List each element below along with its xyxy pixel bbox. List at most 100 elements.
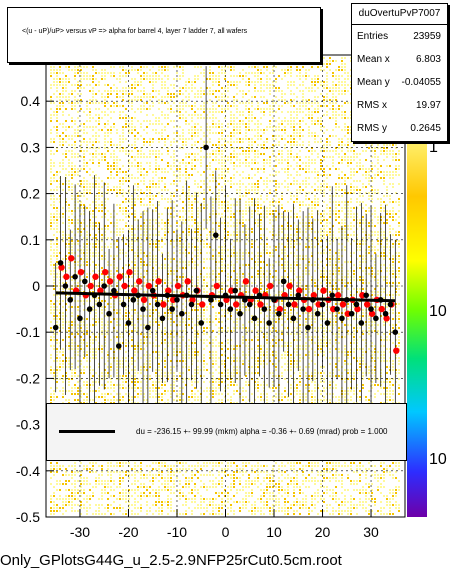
- density-cell: [215, 108, 217, 110]
- density-cell: [74, 165, 76, 167]
- density-cell: [128, 462, 130, 464]
- density-cell: [161, 483, 163, 485]
- density-cell: [86, 231, 88, 233]
- density-cell: [86, 108, 88, 110]
- density-cell: [131, 156, 133, 158]
- density-cell: [212, 372, 214, 374]
- density-cell: [122, 171, 124, 173]
- density-cell: [185, 327, 187, 329]
- density-cell: [140, 198, 142, 200]
- density-cell: [155, 228, 157, 230]
- density-cell: [164, 264, 166, 266]
- density-cell: [194, 165, 196, 167]
- density-cell: [173, 465, 175, 467]
- density-cell: [173, 66, 175, 68]
- density-cell: [74, 369, 76, 371]
- density-cell: [83, 258, 85, 260]
- density-cell: [50, 327, 52, 329]
- density-cell: [95, 207, 97, 209]
- density-cell: [158, 66, 160, 68]
- density-cell: [65, 150, 67, 152]
- density-cell: [71, 171, 73, 173]
- density-cell: [98, 165, 100, 167]
- density-cell: [92, 255, 94, 257]
- density-cell: [98, 153, 100, 155]
- density-cell: [134, 477, 136, 479]
- density-cell: [215, 513, 217, 515]
- density-cell: [146, 162, 148, 164]
- density-cell: [110, 132, 112, 134]
- density-cell: [158, 324, 160, 326]
- density-cell: [146, 336, 148, 338]
- density-cell: [191, 474, 193, 476]
- density-cell: [188, 132, 190, 134]
- density-cell: [110, 480, 112, 482]
- density-cell: [224, 156, 226, 158]
- density-cell: [68, 219, 70, 221]
- density-cell: [203, 90, 205, 92]
- density-cell: [206, 333, 208, 335]
- density-cell: [134, 216, 136, 218]
- density-cell: [62, 324, 64, 326]
- density-cell: [77, 192, 79, 194]
- density-cell: [80, 342, 82, 344]
- density-cell: [125, 180, 127, 182]
- density-cell: [170, 384, 172, 386]
- density-cell: [104, 372, 106, 374]
- density-cell: [125, 381, 127, 383]
- density-cell: [107, 462, 109, 464]
- density-cell: [128, 180, 130, 182]
- density-cell: [140, 390, 142, 392]
- density-cell: [104, 342, 106, 344]
- density-cell: [158, 153, 160, 155]
- density-cell: [158, 312, 160, 314]
- density-cell: [113, 177, 115, 179]
- density-cell: [131, 201, 133, 203]
- density-cell: [77, 135, 79, 137]
- density-cell: [170, 207, 172, 209]
- density-cell: [92, 288, 94, 290]
- density-cell: [53, 393, 55, 395]
- density-cell: [164, 69, 166, 71]
- density-cell: [89, 498, 91, 500]
- density-cell: [80, 474, 82, 476]
- density-cell: [203, 156, 205, 158]
- density-cell: [188, 396, 190, 398]
- density-cell: [116, 312, 118, 314]
- density-cell: [155, 72, 157, 74]
- density-cell: [146, 225, 148, 227]
- density-cell: [215, 102, 217, 104]
- density-cell: [125, 513, 127, 515]
- density-cell: [50, 99, 52, 101]
- density-cell: [215, 351, 217, 353]
- density-cell: [212, 204, 214, 206]
- density-cell: [224, 129, 226, 131]
- density-cell: [62, 360, 64, 362]
- density-cell: [125, 339, 127, 341]
- density-cell: [50, 366, 52, 368]
- density-cell: [128, 186, 130, 188]
- density-cell: [80, 141, 82, 143]
- density-cell: [173, 279, 175, 281]
- density-cell: [95, 339, 97, 341]
- density-cell: [128, 69, 130, 71]
- density-cell: [62, 348, 64, 350]
- density-cell: [161, 159, 163, 161]
- density-cell: [113, 495, 115, 497]
- density-cell: [200, 66, 202, 68]
- density-cell: [212, 171, 214, 173]
- density-cell: [119, 249, 121, 251]
- density-cell: [218, 255, 220, 257]
- density-cell: [101, 153, 103, 155]
- density-cell: [104, 99, 106, 101]
- density-cell: [164, 117, 166, 119]
- density-cell: [98, 117, 100, 119]
- density-cell: [89, 78, 91, 80]
- density-cell: [83, 372, 85, 374]
- density-cell: [119, 486, 121, 488]
- density-cell: [161, 300, 163, 302]
- density-cell: [185, 330, 187, 332]
- density-cell: [173, 375, 175, 377]
- density-cell: [128, 465, 130, 467]
- density-cell: [140, 105, 142, 107]
